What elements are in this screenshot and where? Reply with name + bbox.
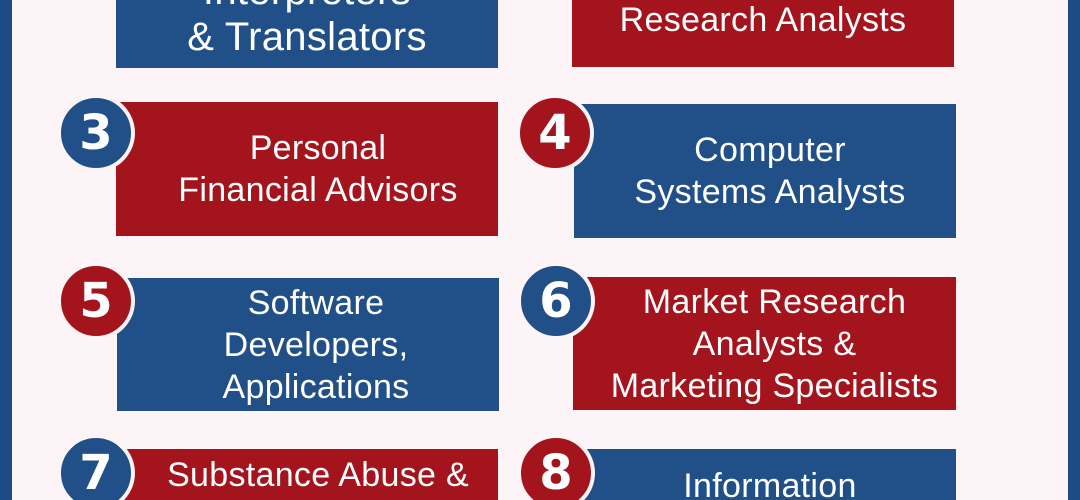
career-label-6: Market Research Analysts & Marketing Spe… xyxy=(610,282,939,405)
rank-badge-7: 7 xyxy=(57,434,135,500)
rank-badge-5: 5 xyxy=(57,262,135,340)
rank-badge-3: 3 xyxy=(57,94,135,172)
career-label-1: Interpreters & Translators xyxy=(187,0,427,59)
rank-badge-4: 4 xyxy=(516,94,594,172)
rank-badge-6: 6 xyxy=(517,262,595,340)
infographic-panel: Interpreters & Translators Research Anal… xyxy=(12,0,1068,500)
career-box-8: Information xyxy=(574,449,956,500)
career-label-4: Computer Systems Analysts xyxy=(634,131,906,211)
career-box-7: Substance Abuse & xyxy=(116,449,498,500)
career-label-8: Information xyxy=(683,467,857,500)
career-label-2: Research Analysts xyxy=(619,1,907,39)
career-box-2: Research Analysts xyxy=(572,0,954,67)
career-box-4: Computer Systems Analysts xyxy=(574,104,956,238)
career-box-3: Personal Financial Advisors xyxy=(116,102,498,236)
career-box-1: Interpreters & Translators xyxy=(116,0,498,68)
career-label-7: Substance Abuse & xyxy=(167,456,469,494)
career-label-5: Software Developers, Applications xyxy=(222,283,410,406)
rank-badge-8: 8 xyxy=(517,434,595,500)
career-label-3: Personal Financial Advisors xyxy=(178,129,458,209)
career-box-5: Software Developers, Applications xyxy=(117,278,499,411)
career-box-6: Market Research Analysts & Marketing Spe… xyxy=(573,277,956,410)
